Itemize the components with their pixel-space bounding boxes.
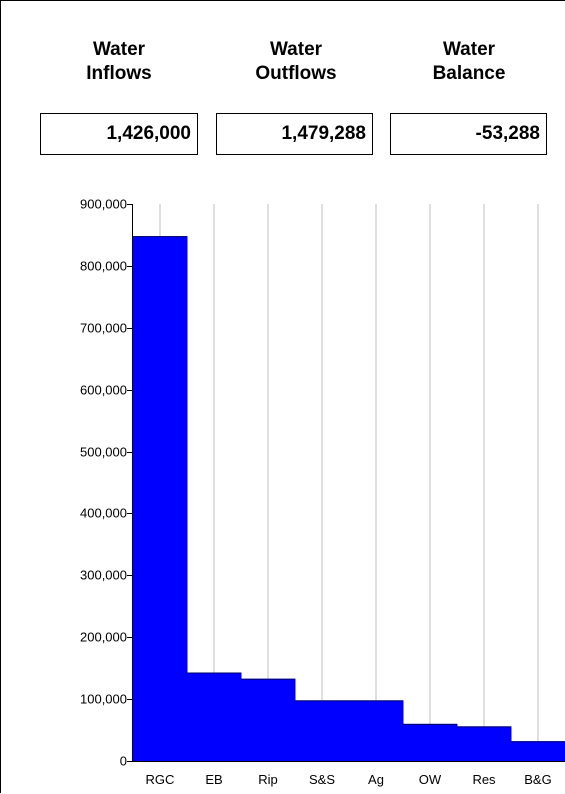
bars	[133, 236, 565, 761]
y-tick-label: 200,000	[80, 630, 127, 645]
bar-s-s	[295, 700, 350, 761]
inflows-value-box: 1,426,000	[40, 113, 198, 155]
outflows-title: Water Outflows	[217, 38, 375, 86]
x-tick-label: Ag	[368, 772, 384, 787]
balance-title-line2: Balance	[432, 63, 506, 84]
x-tick-label: OW	[419, 772, 442, 787]
y-tick-label: 600,000	[80, 383, 127, 398]
x-tick-label: Rip	[258, 772, 278, 787]
y-tick-label: 800,000	[80, 259, 127, 274]
inflows-title-line1: Water	[92, 39, 146, 60]
balance-title-line1: Water	[442, 39, 496, 60]
y-tick-label: 900,000	[80, 197, 127, 212]
x-tick-label: RGC	[146, 772, 175, 787]
inflows-title-line2: Inflows	[86, 63, 152, 84]
y-tick-label: 500,000	[80, 445, 127, 460]
outflows-title-line1: Water	[269, 39, 323, 60]
outflows-title-line2: Outflows	[255, 63, 337, 84]
x-tick-label: B&G	[524, 772, 551, 787]
balance-value-box: -53,288	[390, 113, 547, 155]
tick-labels: 0 100,000 200,000 300,000 400,000 500,000 600,…	[80, 197, 552, 788]
bar-ag	[349, 700, 404, 761]
x-tick-label: Res	[472, 772, 496, 787]
x-tick-label: S&S	[309, 772, 335, 787]
bar-rip	[241, 678, 296, 761]
inflows-title: Water Inflows	[40, 38, 198, 86]
x-tick-label: EB	[205, 772, 222, 787]
bar-ow	[403, 723, 458, 761]
bar-res	[457, 726, 512, 761]
balance-title: Water Balance	[390, 38, 548, 86]
y-tick-label: 400,000	[80, 506, 127, 521]
outflows-value-box: 1,479,288	[216, 113, 373, 155]
y-tick-label: 300,000	[80, 568, 127, 583]
axes	[127, 204, 565, 762]
bar-rgc	[133, 236, 188, 761]
bar-eb	[187, 672, 242, 761]
bar-b-g	[511, 741, 565, 761]
y-tick-label: 0	[120, 754, 127, 769]
y-tick-label: 100,000	[80, 692, 127, 707]
y-tick-label: 700,000	[80, 321, 127, 336]
